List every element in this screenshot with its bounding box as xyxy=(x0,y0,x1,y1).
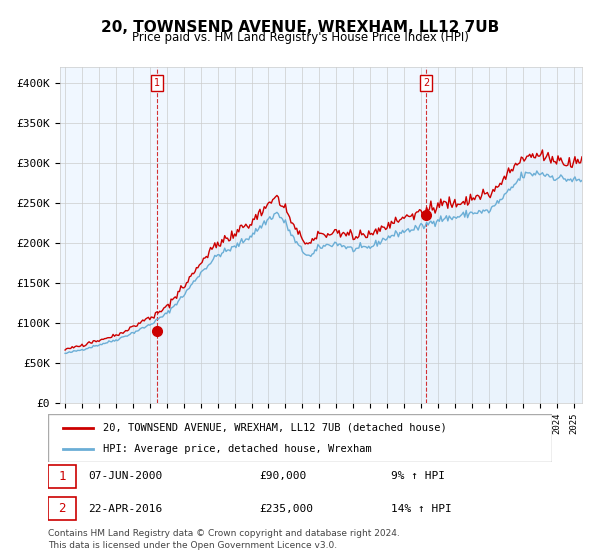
FancyBboxPatch shape xyxy=(48,465,76,488)
Text: £235,000: £235,000 xyxy=(260,503,314,514)
FancyBboxPatch shape xyxy=(48,414,552,462)
Text: HPI: Average price, detached house, Wrexham: HPI: Average price, detached house, Wrex… xyxy=(103,444,372,454)
Text: 22-APR-2016: 22-APR-2016 xyxy=(88,503,163,514)
Text: Contains HM Land Registry data © Crown copyright and database right 2024.: Contains HM Land Registry data © Crown c… xyxy=(48,530,400,539)
Text: 2: 2 xyxy=(423,78,430,88)
Text: 9% ↑ HPI: 9% ↑ HPI xyxy=(391,472,445,482)
Text: 07-JUN-2000: 07-JUN-2000 xyxy=(88,472,163,482)
Text: 2: 2 xyxy=(58,502,66,515)
Text: 14% ↑ HPI: 14% ↑ HPI xyxy=(391,503,451,514)
Text: 20, TOWNSEND AVENUE, WREXHAM, LL12 7UB: 20, TOWNSEND AVENUE, WREXHAM, LL12 7UB xyxy=(101,20,499,35)
Text: 1: 1 xyxy=(154,78,160,88)
Text: £90,000: £90,000 xyxy=(260,472,307,482)
Text: 20, TOWNSEND AVENUE, WREXHAM, LL12 7UB (detached house): 20, TOWNSEND AVENUE, WREXHAM, LL12 7UB (… xyxy=(103,423,447,433)
Text: This data is licensed under the Open Government Licence v3.0.: This data is licensed under the Open Gov… xyxy=(48,541,337,550)
Text: Price paid vs. HM Land Registry's House Price Index (HPI): Price paid vs. HM Land Registry's House … xyxy=(131,31,469,44)
FancyBboxPatch shape xyxy=(48,497,76,520)
Text: 1: 1 xyxy=(58,470,66,483)
